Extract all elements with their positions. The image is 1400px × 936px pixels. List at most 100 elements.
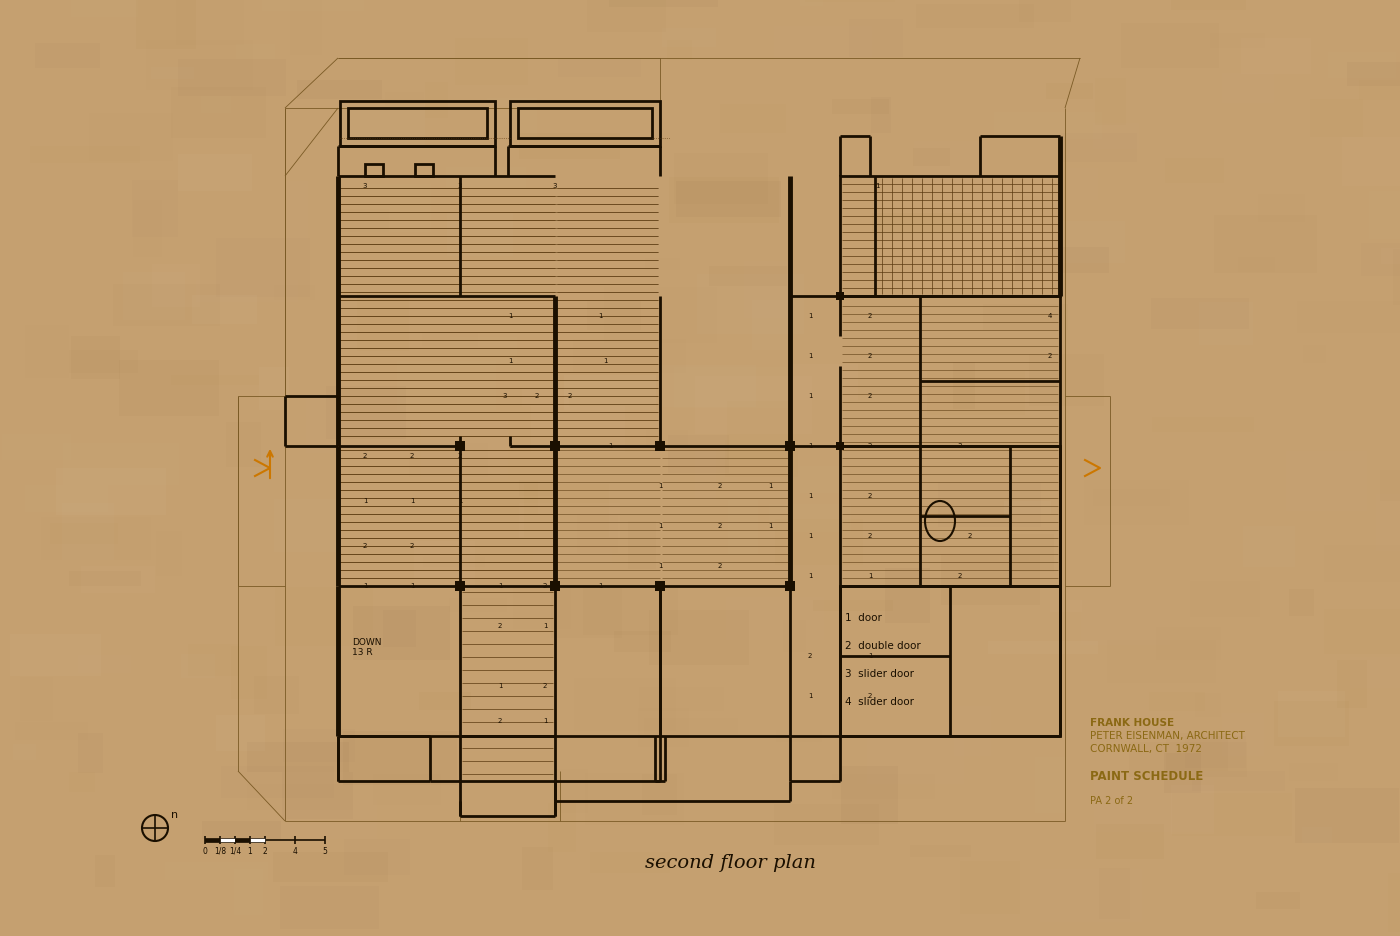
Text: PA 2 of 2: PA 2 of 2 (1091, 796, 1133, 806)
Bar (342, 104, 424, 146)
Bar (125, 537, 220, 566)
Bar (1095, 78, 1126, 124)
Bar (396, 361, 496, 411)
Bar (785, 581, 795, 591)
Bar (1359, 80, 1400, 100)
Bar (113, 285, 220, 326)
Bar (577, 514, 619, 553)
Bar (791, 364, 858, 401)
Text: 2: 2 (458, 453, 462, 459)
Text: 1: 1 (658, 523, 662, 529)
Bar (927, 372, 1025, 415)
Text: second floor plan: second floor plan (644, 854, 815, 872)
Bar (675, 367, 792, 408)
Bar (783, 620, 806, 651)
Bar (1198, 302, 1253, 345)
Bar (867, 731, 965, 783)
Text: 1: 1 (410, 498, 414, 504)
Text: 1: 1 (598, 583, 602, 589)
Text: 2: 2 (868, 533, 872, 539)
Text: 2: 2 (808, 653, 812, 659)
Bar (423, 557, 484, 567)
Bar (447, 213, 512, 256)
Text: 3: 3 (553, 183, 557, 189)
Bar (455, 441, 465, 451)
Text: 1: 1 (767, 523, 773, 529)
Bar (1302, 826, 1333, 842)
Bar (510, 101, 659, 146)
Text: 2: 2 (410, 453, 414, 459)
Bar (357, 292, 409, 351)
Bar (1190, 580, 1260, 617)
Text: 2: 2 (263, 847, 267, 856)
Bar (151, 66, 193, 79)
Bar (461, 481, 538, 514)
Bar (655, 441, 665, 451)
Text: 1: 1 (248, 847, 252, 856)
Bar (228, 270, 287, 311)
Bar (518, 108, 652, 138)
Bar (1093, 490, 1170, 506)
Bar (1081, 600, 1170, 645)
Bar (801, 466, 847, 493)
Bar (574, 678, 676, 731)
Text: 1: 1 (767, 483, 773, 489)
Bar (192, 295, 258, 324)
Text: 1/8: 1/8 (214, 847, 225, 856)
Bar (983, 303, 1068, 329)
Bar (1099, 868, 1130, 919)
Bar (666, 39, 693, 60)
Bar (178, 154, 252, 191)
Bar (743, 261, 794, 318)
Bar (1380, 470, 1400, 501)
Text: 2: 2 (543, 583, 547, 589)
Bar (916, 4, 1035, 28)
Bar (231, 647, 267, 699)
Text: 1: 1 (543, 623, 547, 629)
Bar (69, 772, 95, 792)
Bar (1155, 627, 1221, 660)
Bar (591, 852, 669, 873)
Bar (221, 766, 335, 797)
Bar (1246, 52, 1345, 85)
Bar (25, 325, 69, 378)
Bar (1257, 194, 1305, 222)
Text: 1: 1 (363, 498, 367, 504)
Text: 1: 1 (458, 498, 462, 504)
Text: 1: 1 (808, 353, 812, 359)
Text: 1: 1 (808, 493, 812, 499)
Bar (1081, 562, 1184, 582)
Bar (1121, 22, 1218, 67)
Bar (895, 910, 1014, 934)
Bar (235, 838, 251, 842)
Bar (62, 503, 115, 561)
Bar (440, 137, 510, 153)
Bar (785, 441, 795, 451)
Bar (63, 443, 179, 486)
Bar (216, 714, 266, 751)
Bar (246, 784, 353, 810)
Text: 1: 1 (808, 533, 812, 539)
Bar (1050, 600, 1082, 612)
Bar (522, 389, 570, 407)
Text: 2: 2 (363, 453, 367, 459)
Bar (372, 774, 441, 805)
Bar (1128, 741, 1246, 777)
Bar (133, 200, 161, 256)
Bar (171, 87, 266, 139)
Text: 2: 2 (868, 313, 872, 319)
Bar (1278, 691, 1344, 738)
Text: 1  door: 1 door (846, 613, 882, 623)
Bar (270, 800, 377, 840)
Bar (1029, 694, 1119, 747)
Bar (643, 164, 725, 202)
Bar (1256, 892, 1301, 909)
Bar (162, 551, 281, 571)
Bar (1240, 37, 1312, 74)
Bar (559, 58, 641, 78)
Bar (871, 97, 892, 133)
Bar (638, 687, 724, 711)
Bar (203, 821, 281, 840)
Bar (344, 839, 410, 874)
Bar (283, 772, 353, 819)
